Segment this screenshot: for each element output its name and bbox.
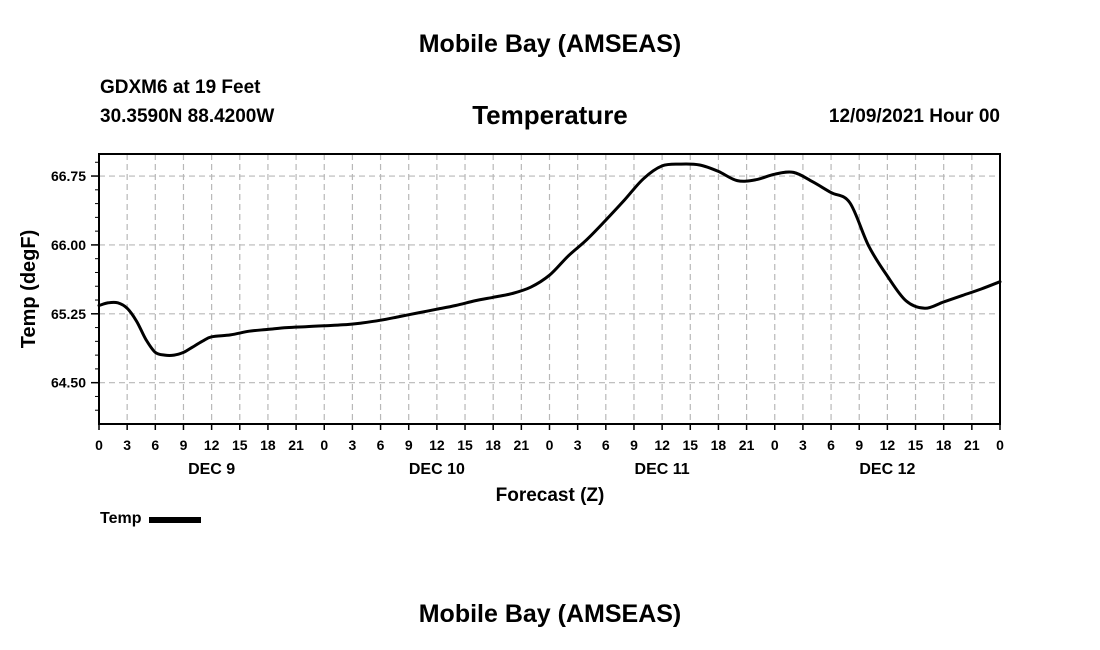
- x-tick-label: 12: [429, 437, 445, 453]
- x-axis-label: Forecast (Z): [496, 485, 605, 506]
- series-line-temp: [97, 162, 1002, 357]
- y-tick-label: 65.25: [51, 306, 86, 322]
- day-label: DEC 12: [859, 461, 915, 478]
- day-label: DEC 10: [409, 461, 465, 478]
- x-tick-label: 18: [260, 437, 276, 453]
- x-tick-label: 0: [320, 437, 328, 453]
- x-tick-label: 21: [964, 437, 980, 453]
- day-label: DEC 9: [188, 461, 235, 478]
- x-tick-label: 15: [682, 437, 698, 453]
- x-tick-label: 6: [827, 437, 835, 453]
- x-tick-label: 9: [630, 437, 638, 453]
- x-tick-label: 6: [602, 437, 610, 453]
- y-tick-label: 66.75: [51, 168, 86, 184]
- x-tick-label: 3: [574, 437, 582, 453]
- x-tick-label: 18: [711, 437, 727, 453]
- x-tick-label: 15: [908, 437, 924, 453]
- forecast-date: 12/09/2021 Hour 00: [828, 106, 1000, 127]
- legend-label: Temp: [100, 510, 142, 527]
- x-tick-label: 3: [349, 437, 357, 453]
- x-tick-label: 9: [405, 437, 413, 453]
- x-tick-label: 9: [180, 437, 188, 453]
- x-tick-label: 15: [457, 437, 473, 453]
- y-axis-label: Temp (degF): [18, 230, 40, 349]
- x-tick-label: 21: [514, 437, 530, 453]
- x-tick-label: 0: [95, 437, 103, 453]
- day-label: DEC 11: [635, 461, 690, 478]
- x-tick-label: 18: [936, 437, 952, 453]
- x-tick-label: 12: [654, 437, 670, 453]
- x-tick-label: 0: [546, 437, 554, 453]
- y-tick-label: 66.00: [51, 237, 86, 253]
- x-tick-label: 12: [204, 437, 220, 453]
- legend: Temp: [100, 510, 202, 528]
- x-tick-label: 18: [485, 437, 501, 453]
- x-tick-label: 12: [880, 437, 896, 453]
- station-coordinates: 30.3590N 88.4200W: [100, 106, 275, 127]
- x-tick-label: 9: [855, 437, 863, 453]
- x-tick-label: 21: [739, 437, 755, 453]
- legend-line-swatch: [149, 517, 202, 523]
- station-name: GDXM6 at 19 Feet: [100, 77, 261, 98]
- panel-title: Temperature: [472, 100, 628, 130]
- x-tick-label: 15: [232, 437, 248, 453]
- x-tick-label: 0: [771, 437, 779, 453]
- chart-main-title-repeat: Mobile Bay (AMSEAS): [418, 600, 682, 628]
- x-tick-label: 3: [799, 437, 807, 453]
- y-tick-label: 64.50: [51, 375, 86, 391]
- x-tick-label: 0: [996, 437, 1004, 453]
- x-tick-label: 3: [123, 437, 131, 453]
- x-tick-label: 6: [377, 437, 385, 453]
- x-tick-label: 21: [288, 437, 304, 453]
- axes: 64.50 65.25 66.00 66.75 0 3 6 9 12 15 18 21 0 3 6 9 12 15…: [51, 168, 1004, 478]
- chart-main-title: Mobile Bay (AMSEAS): [418, 30, 682, 58]
- x-tick-label: 6: [151, 437, 159, 453]
- grid-lines: [99, 154, 1000, 424]
- series-layer: [97, 162, 1002, 357]
